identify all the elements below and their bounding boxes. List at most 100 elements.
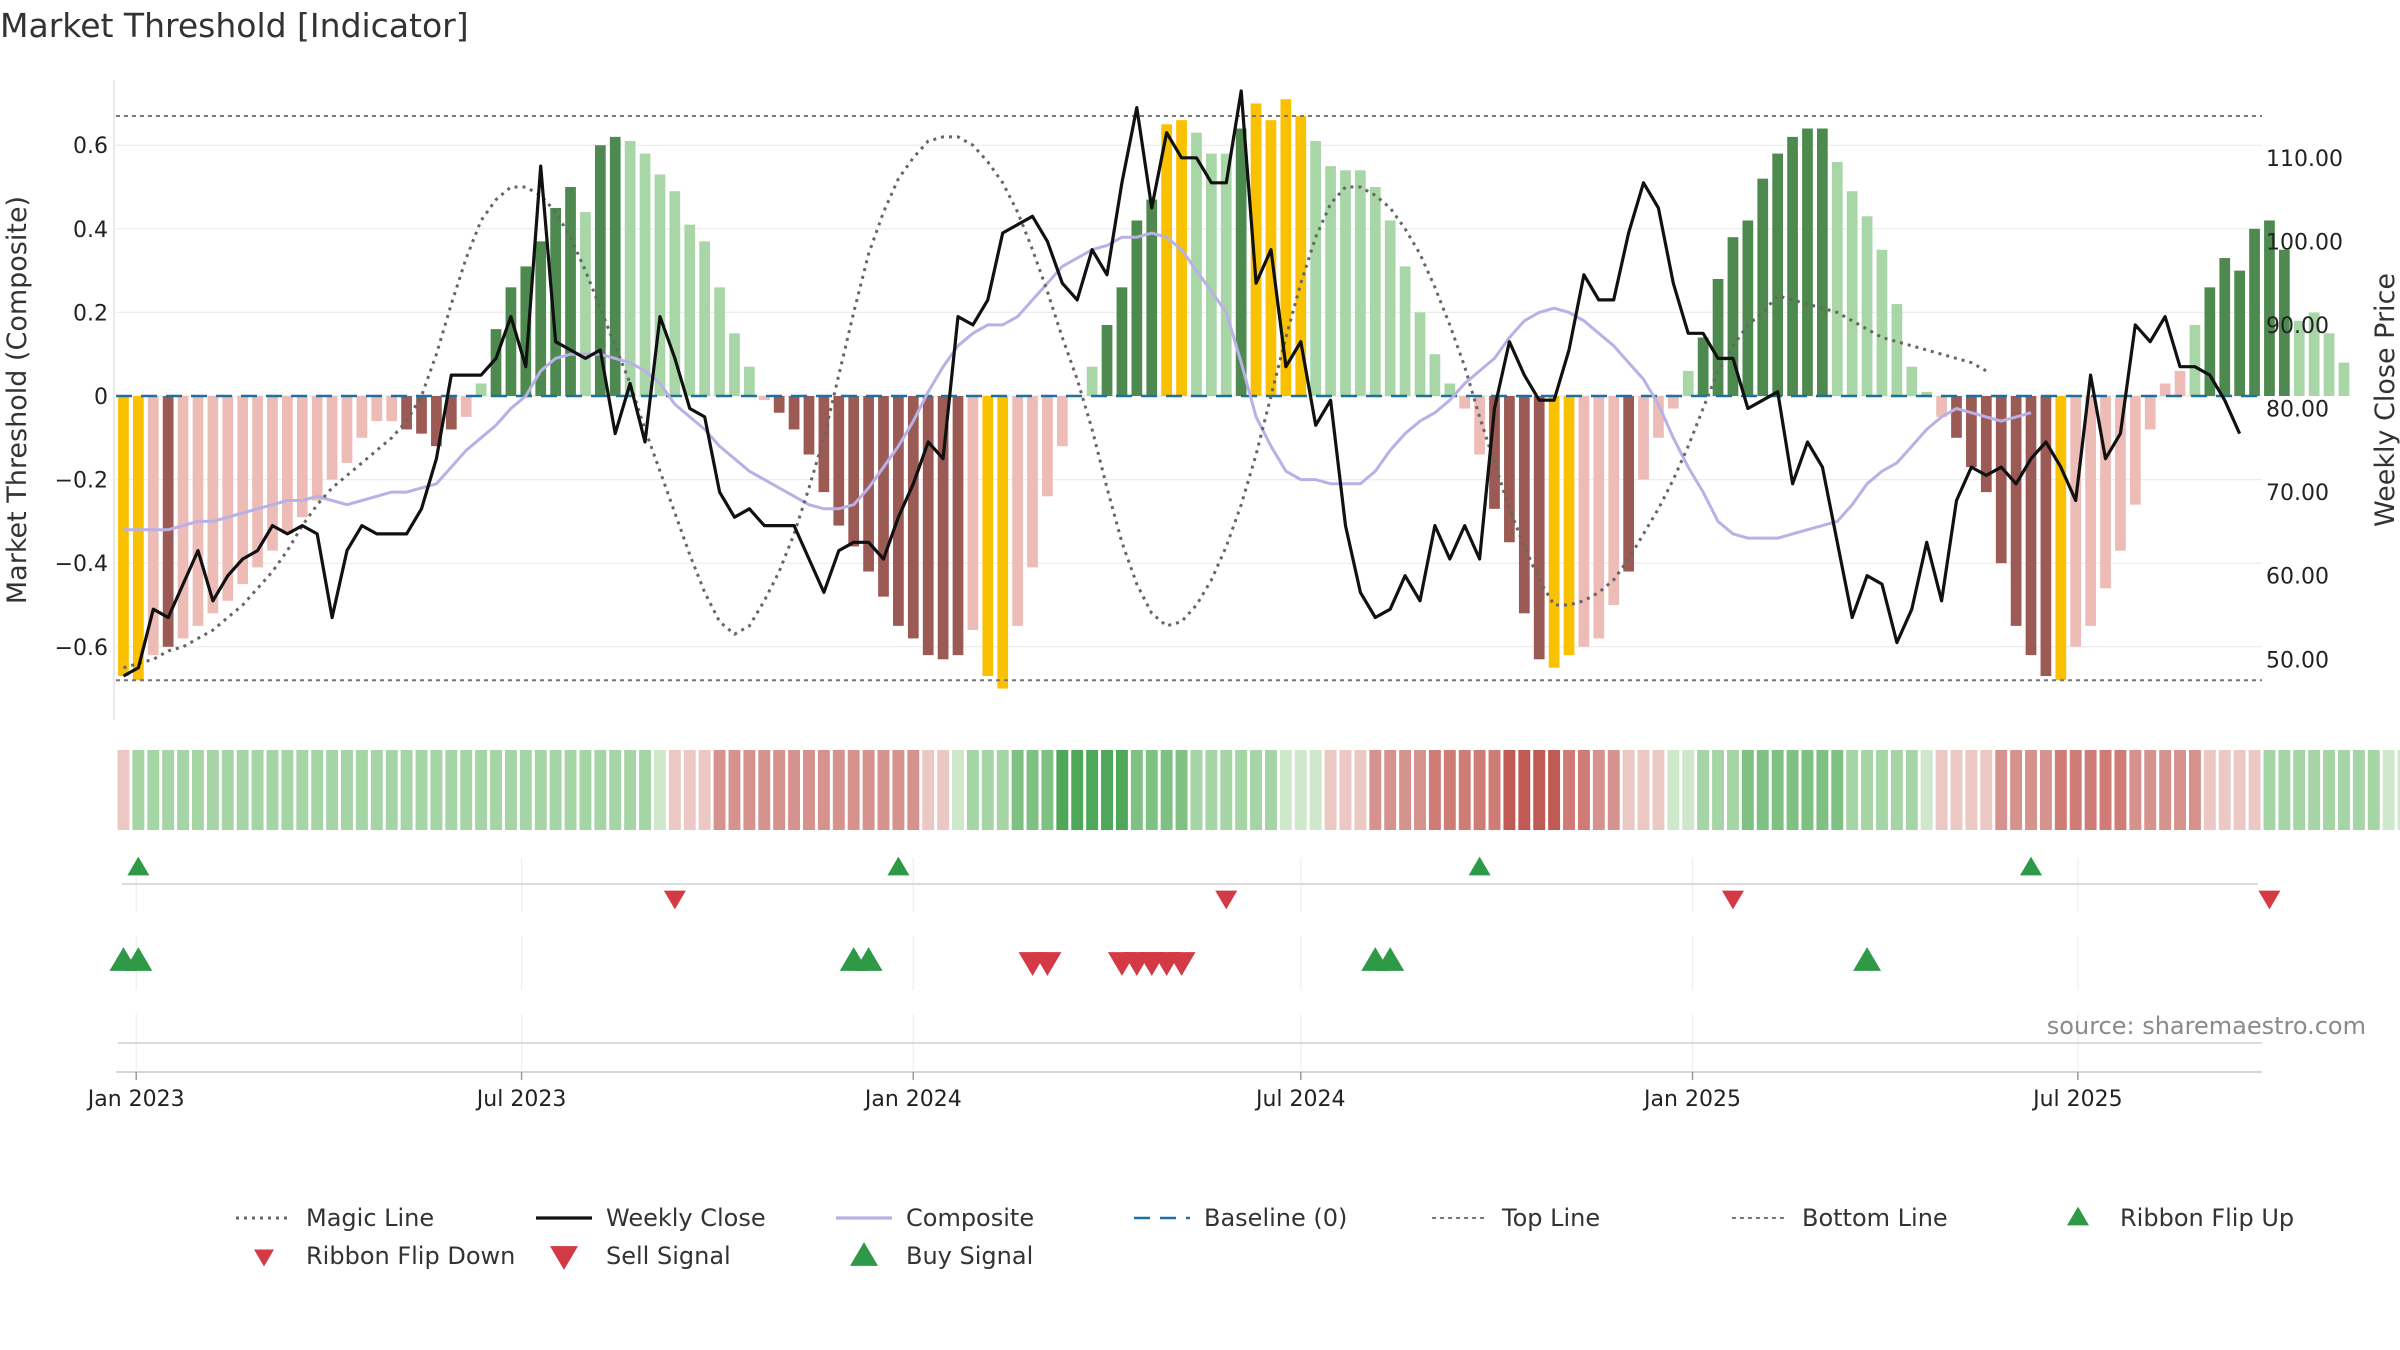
histogram-bar: [475, 383, 487, 396]
ribbon-cell: [1726, 750, 1739, 830]
histogram-bar: [684, 224, 696, 396]
ribbon-cell: [1056, 750, 1069, 830]
y-tick-label: 0.4: [73, 218, 108, 243]
histogram-layer: [118, 99, 2350, 689]
ribbon-cell: [1160, 750, 1173, 830]
ribbon-cell: [1622, 750, 1635, 830]
y-tick-label: −0.4: [55, 552, 108, 577]
ribbon-flip-down-marker: [2258, 890, 2281, 910]
ribbon-cell: [1995, 750, 2008, 830]
ribbon-cell: [1354, 750, 1367, 830]
ribbon-cell: [579, 750, 592, 830]
ribbon-cell: [341, 750, 353, 830]
ribbon-cell: [773, 750, 786, 830]
y-tick-label: 0: [94, 385, 108, 410]
histogram-bar: [371, 396, 383, 422]
ribbon-cell: [847, 750, 860, 830]
ribbon-cell: [1548, 750, 1561, 830]
ribbon-cell: [1980, 750, 1993, 830]
histogram-bar: [341, 396, 353, 463]
histogram-bar: [878, 396, 889, 597]
legend-label: Composite: [906, 1204, 1034, 1232]
ribbon-cell: [668, 750, 681, 830]
histogram-bar: [1384, 220, 1396, 396]
ribbon-cell: [1071, 750, 1084, 830]
ribbon-cell: [1130, 750, 1143, 830]
ribbon-cell: [1324, 750, 1337, 830]
ribbon-cell: [162, 750, 175, 830]
buy-signal-marker: [854, 947, 883, 971]
ribbon-cell: [1279, 750, 1292, 830]
histogram-bar: [1027, 396, 1038, 568]
y-tick-label: 0.6: [73, 134, 108, 159]
x-tick-label: Jul 2024: [1254, 1087, 1346, 1112]
ribbon-cell: [653, 750, 666, 830]
histogram-bar: [1667, 396, 1679, 409]
ribbon-cell: [1235, 750, 1248, 830]
ribbon-cell: [698, 750, 711, 830]
histogram-bar: [788, 396, 800, 430]
ribbon-cell: [1592, 750, 1605, 830]
ribbon-cell: [1414, 750, 1426, 830]
y2-tick-label: 100.00: [2266, 230, 2343, 255]
histogram-bar: [2278, 249, 2290, 396]
ribbon-cell: [1697, 750, 1710, 830]
legend-label: Weekly Close: [606, 1204, 766, 1232]
histogram-bar: [1563, 396, 1575, 656]
ribbon-cell: [1682, 750, 1695, 830]
legend-item: Ribbon Flip Down: [254, 1242, 515, 1270]
ribbon-layer: [117, 750, 2400, 830]
histogram-bar: [296, 396, 308, 518]
legend-label: Magic Line: [306, 1204, 434, 1232]
y2-axis-title: Weekly Close Price: [2370, 273, 2400, 527]
ribbon-cell: [2308, 750, 2321, 830]
histogram-bar: [1578, 396, 1590, 647]
ribbon-cell: [758, 750, 771, 830]
histogram-bar: [1787, 136, 1798, 396]
ribbon-cell: [2278, 750, 2291, 830]
histogram-bar: [937, 396, 949, 660]
histogram-bar: [445, 396, 457, 430]
x-tick-label: Jan 2023: [86, 1087, 185, 1112]
ribbon-cell: [981, 750, 994, 830]
ribbon-flip-up-marker: [887, 856, 910, 876]
histogram-bar: [2085, 396, 2096, 626]
ribbon-cell: [683, 750, 696, 830]
ribbon-cell: [1265, 750, 1277, 830]
ribbon-cell: [1667, 750, 1680, 830]
ribbon-cell: [177, 750, 190, 830]
legend-label: Ribbon Flip Up: [2120, 1204, 2294, 1232]
ribbon-cell: [355, 750, 368, 830]
histogram-bar: [639, 153, 651, 396]
histogram-bar: [624, 141, 636, 396]
histogram-bar: [1533, 396, 1545, 660]
ribbon-cell: [2293, 750, 2306, 830]
histogram-bar: [2174, 370, 2186, 396]
histogram-bar: [1593, 396, 1605, 639]
histogram-bar: [1146, 199, 1158, 396]
histogram-bar: [1101, 324, 1113, 396]
ribbon-cell: [728, 750, 741, 830]
ribbon-cell: [519, 750, 532, 830]
histogram-bar: [2293, 320, 2305, 396]
histogram-bar: [2040, 396, 2052, 677]
legend-label: Top Line: [1501, 1204, 1600, 1232]
histogram-bar: [2264, 220, 2275, 396]
ribbon-cell: [877, 750, 890, 830]
histogram-bar: [1042, 396, 1053, 497]
ribbon-cell: [445, 750, 458, 830]
ribbon-cell: [832, 750, 845, 830]
y-tick-label: −0.2: [55, 469, 108, 494]
histogram-bar: [1906, 366, 1918, 396]
ribbon-cell: [609, 750, 622, 830]
histogram-bar: [1131, 220, 1143, 396]
ribbon-cell: [996, 750, 1009, 830]
histogram-bar: [848, 396, 860, 547]
ribbon-cell: [2174, 750, 2186, 830]
legend-item: Top Line: [1432, 1204, 1600, 1232]
histogram-bar: [326, 396, 338, 480]
ribbon-cell: [1876, 750, 1888, 830]
ribbon-cell: [251, 750, 264, 830]
histogram-bar: [1682, 370, 1694, 396]
histogram-bar: [505, 287, 517, 396]
